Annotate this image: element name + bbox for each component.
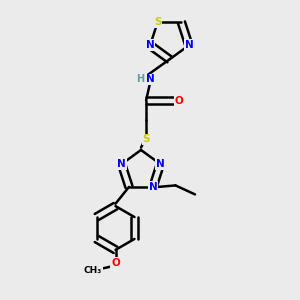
Text: N: N [146, 74, 154, 85]
Text: N: N [156, 159, 165, 169]
Text: O: O [175, 95, 184, 106]
Text: H: H [136, 74, 144, 85]
Text: N: N [146, 40, 154, 50]
Text: CH₃: CH₃ [84, 266, 102, 275]
Text: S: S [154, 17, 161, 28]
Text: S: S [142, 134, 150, 145]
Text: N: N [148, 182, 158, 192]
Text: O: O [111, 257, 120, 268]
Text: N: N [184, 40, 193, 50]
Text: N: N [117, 159, 126, 169]
